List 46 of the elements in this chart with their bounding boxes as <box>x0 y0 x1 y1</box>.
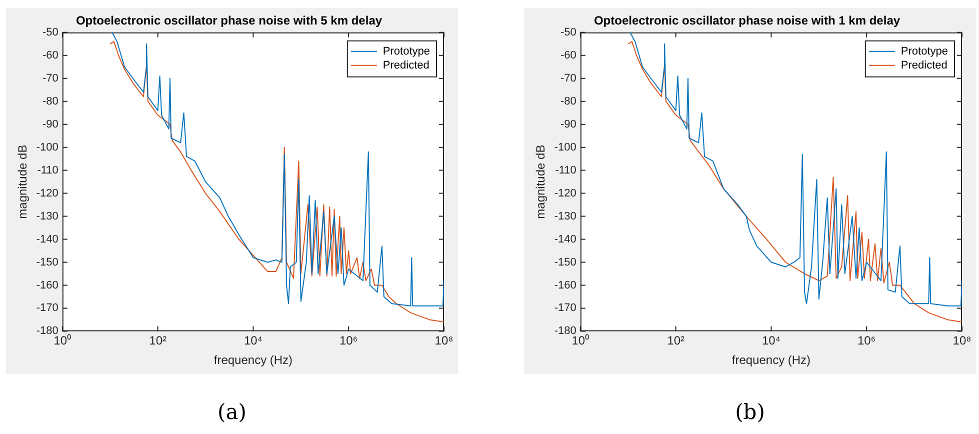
x-tick-label: 10² <box>667 334 684 348</box>
legend-label: Predicted <box>382 59 430 72</box>
chart-title: Optoelectronic oscillator phase noise with 5 km delay <box>76 14 382 28</box>
y-tick-label: -60 <box>560 49 576 62</box>
text: (a) <box>216 400 248 424</box>
x-tick-label: 10⁴ <box>244 334 262 348</box>
y-tick-label: -70 <box>560 72 576 84</box>
y-tick-label: -120 <box>36 187 58 200</box>
y-tick-label: -90 <box>42 118 58 130</box>
legend-label: Prototype <box>382 45 430 58</box>
x-tick-label: 10⁴ <box>762 334 780 348</box>
y-tick-label: -130 <box>554 210 576 222</box>
y-tick-label: -60 <box>42 49 58 62</box>
y-tick-label: -140 <box>36 233 58 246</box>
y-tick-label: -80 <box>42 95 58 108</box>
x-axis-title: frequency (Hz) <box>732 353 811 368</box>
y-tick-label: -160 <box>36 279 58 292</box>
text: (b) <box>734 400 766 424</box>
y-tick-label: -130 <box>36 210 58 222</box>
y-tick-label: -120 <box>554 187 576 200</box>
legend-label: Predicted <box>900 59 948 72</box>
x-tick-label: 10⁸ <box>952 334 972 348</box>
x-axis-title: frequency (Hz) <box>214 353 293 368</box>
y-tick-label: -160 <box>554 279 576 292</box>
y-tick-label: -50 <box>42 26 58 38</box>
y-tick-label: -110 <box>37 164 58 176</box>
y-tick-label: -170 <box>554 302 576 314</box>
y-tick-label: -80 <box>560 95 576 108</box>
x-tick-label: 10⁸ <box>434 334 454 348</box>
x-tick-label: 10² <box>149 334 166 348</box>
y-tick-label: -100 <box>554 141 576 154</box>
x-tick-label: 10⁶ <box>339 334 358 348</box>
y-tick-label: -140 <box>554 233 576 246</box>
chart-title: Optoelectronic oscillator phase noise with 1 km delay <box>594 14 900 28</box>
y-axis-title: magnitude dB <box>16 144 30 219</box>
y-tick-label: -150 <box>554 256 576 268</box>
legend-label: Prototype <box>900 45 948 58</box>
y-tick-label: -70 <box>42 72 58 84</box>
y-tick-label: -100 <box>36 141 58 154</box>
y-tick-label: -50 <box>560 26 576 38</box>
y-axis-title: magnitude dB <box>534 144 548 219</box>
y-tick-label: -150 <box>36 256 58 268</box>
y-tick-label: -170 <box>36 302 58 314</box>
x-tick-label: 10⁶ <box>857 334 876 348</box>
y-tick-label: -90 <box>560 118 576 130</box>
y-tick-label: -110 <box>555 164 576 176</box>
